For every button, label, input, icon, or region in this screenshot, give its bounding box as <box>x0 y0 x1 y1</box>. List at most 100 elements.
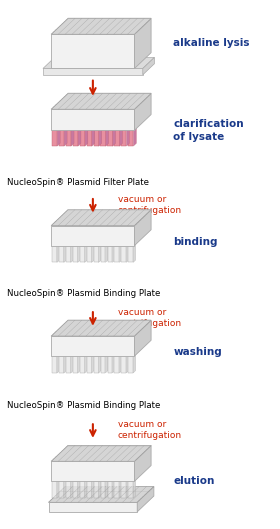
Polygon shape <box>43 58 154 68</box>
Bar <box>108 130 113 146</box>
Polygon shape <box>133 479 136 498</box>
Text: NucleoSpin® Plasmid Binding Plate: NucleoSpin® Plasmid Binding Plate <box>7 401 160 410</box>
Bar <box>51 336 134 356</box>
Bar <box>122 245 126 262</box>
Polygon shape <box>64 243 66 262</box>
Polygon shape <box>99 354 101 373</box>
Polygon shape <box>106 354 108 373</box>
Bar <box>108 245 112 262</box>
Polygon shape <box>85 243 87 262</box>
Polygon shape <box>134 19 151 68</box>
Polygon shape <box>85 479 87 498</box>
Polygon shape <box>57 127 60 146</box>
Polygon shape <box>57 354 59 373</box>
Bar <box>51 225 134 245</box>
Polygon shape <box>119 243 122 262</box>
Polygon shape <box>133 354 136 373</box>
Bar <box>73 130 78 146</box>
Polygon shape <box>119 479 122 498</box>
Polygon shape <box>99 243 101 262</box>
Bar <box>73 356 78 373</box>
Polygon shape <box>134 445 151 481</box>
Polygon shape <box>51 210 151 225</box>
Bar <box>66 481 71 498</box>
Polygon shape <box>51 320 151 336</box>
Bar <box>94 245 99 262</box>
Bar <box>128 130 133 146</box>
Polygon shape <box>51 19 151 34</box>
Polygon shape <box>126 354 129 373</box>
Bar <box>48 503 137 512</box>
Text: vacuum or
centrifugation: vacuum or centrifugation <box>118 308 182 328</box>
Bar <box>51 110 134 130</box>
Text: clarification
of lysate: clarification of lysate <box>173 119 244 142</box>
Text: elution: elution <box>173 476 215 486</box>
Polygon shape <box>143 58 154 75</box>
Bar <box>66 356 71 373</box>
Polygon shape <box>112 479 115 498</box>
Bar <box>52 356 57 373</box>
Polygon shape <box>119 354 122 373</box>
Bar <box>115 356 119 373</box>
Polygon shape <box>134 320 151 356</box>
Polygon shape <box>134 94 151 130</box>
Bar <box>87 481 92 498</box>
Polygon shape <box>92 127 95 146</box>
Bar <box>66 245 71 262</box>
Bar <box>66 130 71 146</box>
Polygon shape <box>48 487 154 503</box>
Polygon shape <box>112 243 115 262</box>
Polygon shape <box>51 445 151 461</box>
Polygon shape <box>112 354 115 373</box>
Bar <box>115 481 119 498</box>
Bar <box>87 130 92 146</box>
Bar <box>128 356 133 373</box>
Polygon shape <box>120 127 123 146</box>
Bar <box>114 130 120 146</box>
Bar <box>101 481 106 498</box>
Text: vacuum or
centrifugation: vacuum or centrifugation <box>118 195 182 215</box>
Bar <box>121 130 127 146</box>
Polygon shape <box>78 479 80 498</box>
Polygon shape <box>133 243 136 262</box>
Bar <box>51 34 134 68</box>
Bar <box>94 356 99 373</box>
Bar <box>101 245 106 262</box>
Polygon shape <box>92 479 94 498</box>
Polygon shape <box>64 127 67 146</box>
Polygon shape <box>137 487 154 512</box>
Polygon shape <box>106 479 108 498</box>
Polygon shape <box>71 243 73 262</box>
Bar <box>59 481 64 498</box>
Polygon shape <box>126 479 129 498</box>
Polygon shape <box>71 354 73 373</box>
Bar <box>59 356 64 373</box>
Polygon shape <box>92 354 94 373</box>
Bar <box>59 130 64 146</box>
Polygon shape <box>57 243 59 262</box>
Polygon shape <box>106 243 108 262</box>
Polygon shape <box>51 94 151 110</box>
Polygon shape <box>57 479 59 498</box>
Polygon shape <box>78 243 80 262</box>
Polygon shape <box>78 127 81 146</box>
Text: alkaline lysis: alkaline lysis <box>173 39 250 49</box>
Bar <box>101 130 106 146</box>
Bar <box>52 245 57 262</box>
Bar <box>108 481 112 498</box>
Polygon shape <box>99 479 101 498</box>
Bar <box>52 481 57 498</box>
Bar <box>122 481 126 498</box>
Bar <box>128 481 133 498</box>
Bar <box>122 356 126 373</box>
Bar <box>87 356 92 373</box>
Polygon shape <box>106 127 109 146</box>
Bar <box>87 245 92 262</box>
Bar <box>80 356 85 373</box>
Bar <box>80 245 85 262</box>
Polygon shape <box>64 354 66 373</box>
Polygon shape <box>85 354 87 373</box>
Polygon shape <box>71 479 73 498</box>
Bar <box>73 245 78 262</box>
Bar <box>80 130 85 146</box>
